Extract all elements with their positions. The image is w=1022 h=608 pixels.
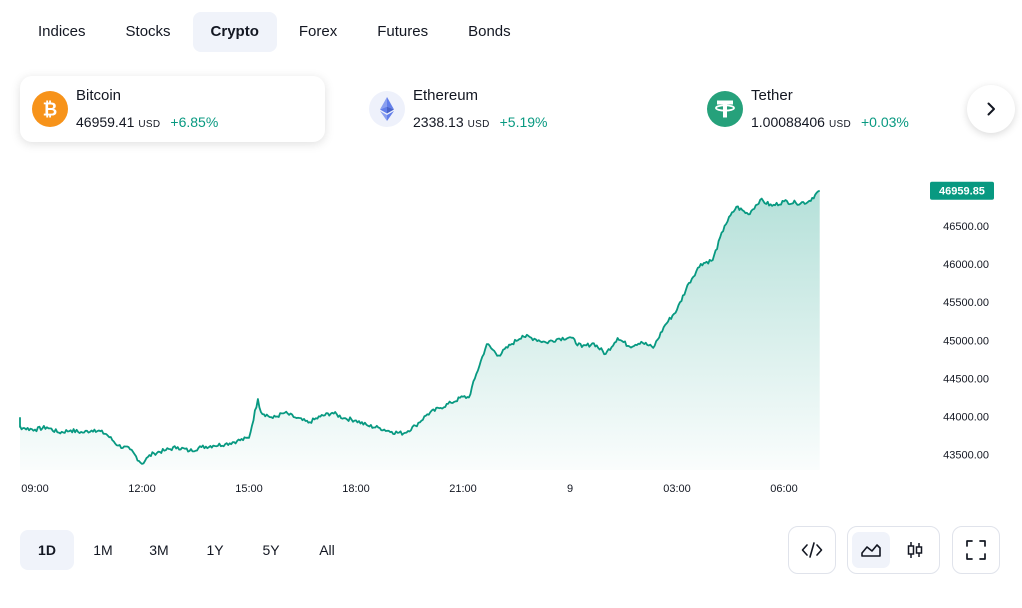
chart-type-toggle: [847, 526, 940, 574]
range-1d-button[interactable]: 1D: [20, 530, 74, 570]
ticker-change: +5.19%: [499, 114, 548, 130]
tab-bonds[interactable]: Bonds: [468, 23, 511, 40]
fullscreen-control: [952, 526, 1000, 574]
market-tabs: Indices Stocks Crypto Forex Futures Bond…: [20, 12, 529, 52]
price-area-fill: [20, 190, 820, 470]
range-5y-button[interactable]: 5Y: [262, 542, 280, 558]
bitcoin-icon: ₿: [32, 91, 68, 127]
tab-stocks[interactable]: Stocks: [125, 23, 171, 40]
ticker-change: +0.03%: [860, 114, 909, 130]
last-price-label: 46959.85: [939, 186, 985, 198]
range-1y-button[interactable]: 1Y: [206, 542, 224, 558]
ticker-tether[interactable]: Tether 1.00088406 USD +0.03%: [695, 76, 1000, 142]
tab-indices[interactable]: Indices: [38, 23, 86, 40]
x-tick-label: 09:00: [21, 483, 49, 495]
ticker-ethereum[interactable]: Ethereum 2338.13 USD +5.19%: [357, 76, 662, 142]
x-tick-label: 15:00: [235, 483, 263, 495]
ticker-price: 1.00088406: [751, 114, 825, 130]
price-chart[interactable]: 43500.00 44000.00 44500.00 45000.00 45500.00…: [0, 160, 1022, 505]
svg-text:₿: ₿: [43, 100, 58, 121]
ethereum-icon: [369, 91, 405, 127]
ticker-name: Tether: [751, 87, 793, 104]
ticker-price: 2338.13: [413, 114, 464, 130]
area-chart-icon: [861, 544, 881, 557]
last-price-badge: [930, 181, 994, 200]
ticker-name: Ethereum: [413, 87, 479, 104]
x-tick-label: 06:00: [770, 483, 798, 495]
x-tick-label: 21:00: [449, 483, 477, 495]
ticker-name: Bitcoin: [76, 87, 122, 104]
fullscreen-icon: [966, 540, 986, 560]
embed-code-button[interactable]: [793, 532, 831, 568]
tab-futures[interactable]: Futures: [377, 23, 429, 40]
ticker-bitcoin[interactable]: ₿ Bitcoin 46959.41 USD +6.85%: [20, 76, 325, 142]
ticker-price-row: 1.00088406 USD +0.03%: [751, 114, 909, 130]
ticker-price-row: 46959.41 USD +6.85%: [76, 114, 218, 130]
y-tick-label: 45500.00: [943, 297, 989, 309]
embed-control: [788, 526, 836, 574]
range-1m-button[interactable]: 1M: [93, 542, 113, 558]
tether-icon: [707, 91, 743, 127]
next-tickers-button[interactable]: [967, 85, 1015, 133]
ticker-currency: USD: [828, 119, 851, 130]
tab-crypto[interactable]: Crypto: [192, 12, 277, 52]
chevron-right-icon: [987, 102, 995, 116]
price-line: [19, 189, 821, 465]
y-tick-label: 46000.00: [943, 259, 989, 271]
ticker-change: +6.85%: [170, 114, 219, 130]
ticker-price: 46959.41: [76, 114, 135, 130]
x-tick-label: 9: [567, 483, 573, 495]
ticker-price-row: 2338.13 USD +5.19%: [413, 114, 548, 130]
ticker-currency: USD: [467, 119, 490, 130]
tab-forex[interactable]: Forex: [298, 23, 338, 40]
x-tick-label: 03:00: [663, 483, 691, 495]
y-tick-label: 46500.00: [943, 221, 989, 233]
code-icon: [801, 542, 823, 558]
range-3m-button[interactable]: 3M: [149, 542, 169, 558]
range-all-button[interactable]: All: [319, 542, 335, 558]
area-chart-button[interactable]: [852, 532, 890, 568]
range-selector: 1D 1M 3M 1Y 5Y All: [20, 530, 354, 570]
candles-chart-button[interactable]: [896, 532, 934, 568]
y-tick-label: 44500.00: [943, 373, 989, 385]
fullscreen-button[interactable]: [957, 532, 995, 568]
y-tick-label: 44000.00: [943, 412, 989, 424]
ticker-currency: USD: [138, 119, 161, 130]
candlestick-icon: [907, 542, 923, 558]
x-tick-label: 18:00: [342, 483, 370, 495]
y-tick-label: 45000.00: [943, 335, 989, 347]
x-tick-label: 12:00: [128, 483, 156, 495]
y-tick-label: 43500.00: [943, 450, 989, 462]
